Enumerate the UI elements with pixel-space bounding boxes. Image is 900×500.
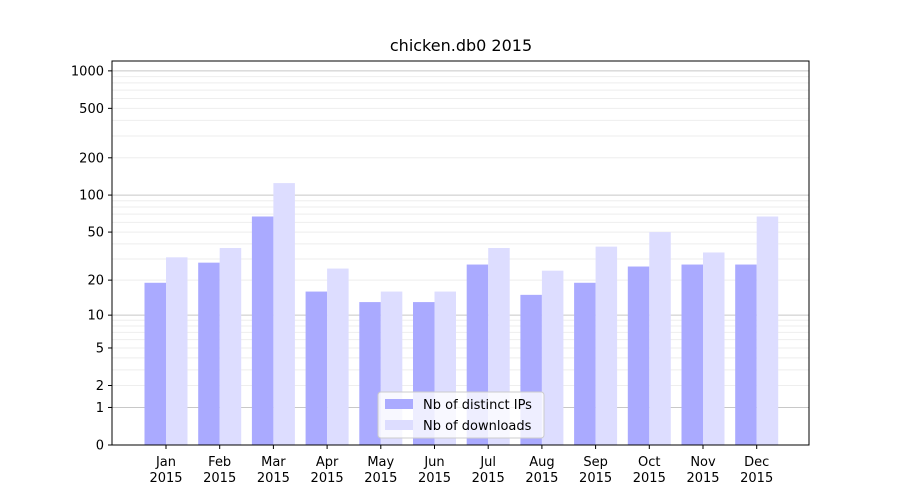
y-tick-label: 1	[96, 401, 104, 416]
bar-downloads	[541, 270, 564, 445]
y-tick-label: 0	[96, 439, 104, 454]
x-tick-month: Dec	[744, 455, 769, 470]
x-tick-year: 2015	[311, 471, 344, 486]
x-axis: Jan2015Feb2015Mar2015Apr2015May2015Jun20…	[149, 445, 773, 486]
x-tick-month: Sep	[583, 455, 608, 470]
x-tick-month: Jul	[479, 455, 496, 470]
y-tick-label: 500	[79, 102, 104, 117]
bar-distinct-ips	[735, 264, 757, 445]
bar-distinct-ips	[627, 266, 650, 445]
bar-downloads	[327, 268, 349, 445]
x-tick-month: Nov	[690, 455, 716, 470]
x-tick-year: 2015	[633, 471, 666, 486]
chart-title: chicken.db0 2015	[390, 36, 532, 55]
legend: Nb of distinct IPs Nb of downloads	[377, 391, 545, 439]
x-tick-month: Jun	[423, 455, 444, 470]
x-tick-year: 2015	[525, 471, 558, 486]
y-tick-label: 200	[79, 151, 104, 166]
x-tick-year: 2015	[740, 471, 773, 486]
x-tick-month: Feb	[208, 455, 231, 470]
y-tick-label: 20	[87, 274, 104, 289]
y-tick-label: 100	[79, 189, 104, 204]
legend-swatch-downloads	[385, 420, 413, 430]
x-tick-year: 2015	[418, 471, 451, 486]
x-tick-year: 2015	[686, 471, 719, 486]
bar-distinct-ips	[305, 291, 328, 445]
bar-downloads	[166, 257, 188, 445]
legend-label-downloads: Nb of downloads	[423, 419, 532, 434]
x-tick-year: 2015	[472, 471, 505, 486]
y-tick-label: 2	[96, 379, 104, 394]
x-tick-month: Apr	[316, 455, 339, 470]
bar-distinct-ips	[198, 262, 220, 445]
legend-label-ips: Nb of distinct IPs	[423, 398, 532, 413]
y-tick-label: 50	[87, 226, 104, 241]
bar-downloads	[595, 246, 618, 445]
bar-downloads	[273, 183, 295, 446]
legend-swatch-ips	[385, 399, 413, 409]
bar-downloads	[219, 248, 242, 445]
bar-distinct-ips	[681, 264, 703, 445]
bar-distinct-ips	[251, 216, 274, 445]
x-tick-year: 2015	[579, 471, 612, 486]
y-axis: 0 1 2 5 10 20 50 100 200 500 1000	[71, 64, 112, 454]
x-tick-month: Mar	[261, 455, 286, 470]
bar-downloads	[756, 216, 779, 445]
bar-downloads	[703, 252, 725, 445]
x-tick-year: 2015	[203, 471, 236, 486]
legend-box	[377, 391, 545, 439]
bar-distinct-ips	[574, 282, 596, 445]
y-tick-label: 5	[96, 341, 104, 356]
x-tick-month: May	[367, 455, 394, 470]
x-tick-month: Aug	[529, 455, 554, 470]
x-tick-month: Jan	[155, 455, 176, 470]
x-tick-year: 2015	[364, 471, 397, 486]
x-tick-year: 2015	[149, 471, 182, 486]
bar-distinct-ips	[359, 302, 381, 445]
x-tick-month: Oct	[638, 455, 660, 470]
y-tick-label: 10	[87, 309, 104, 324]
bar-distinct-ips	[144, 282, 166, 445]
y-tick-label: 1000	[71, 64, 104, 79]
plot-frame	[111, 60, 810, 446]
x-tick-year: 2015	[257, 471, 290, 486]
bar-downloads	[649, 232, 671, 445]
